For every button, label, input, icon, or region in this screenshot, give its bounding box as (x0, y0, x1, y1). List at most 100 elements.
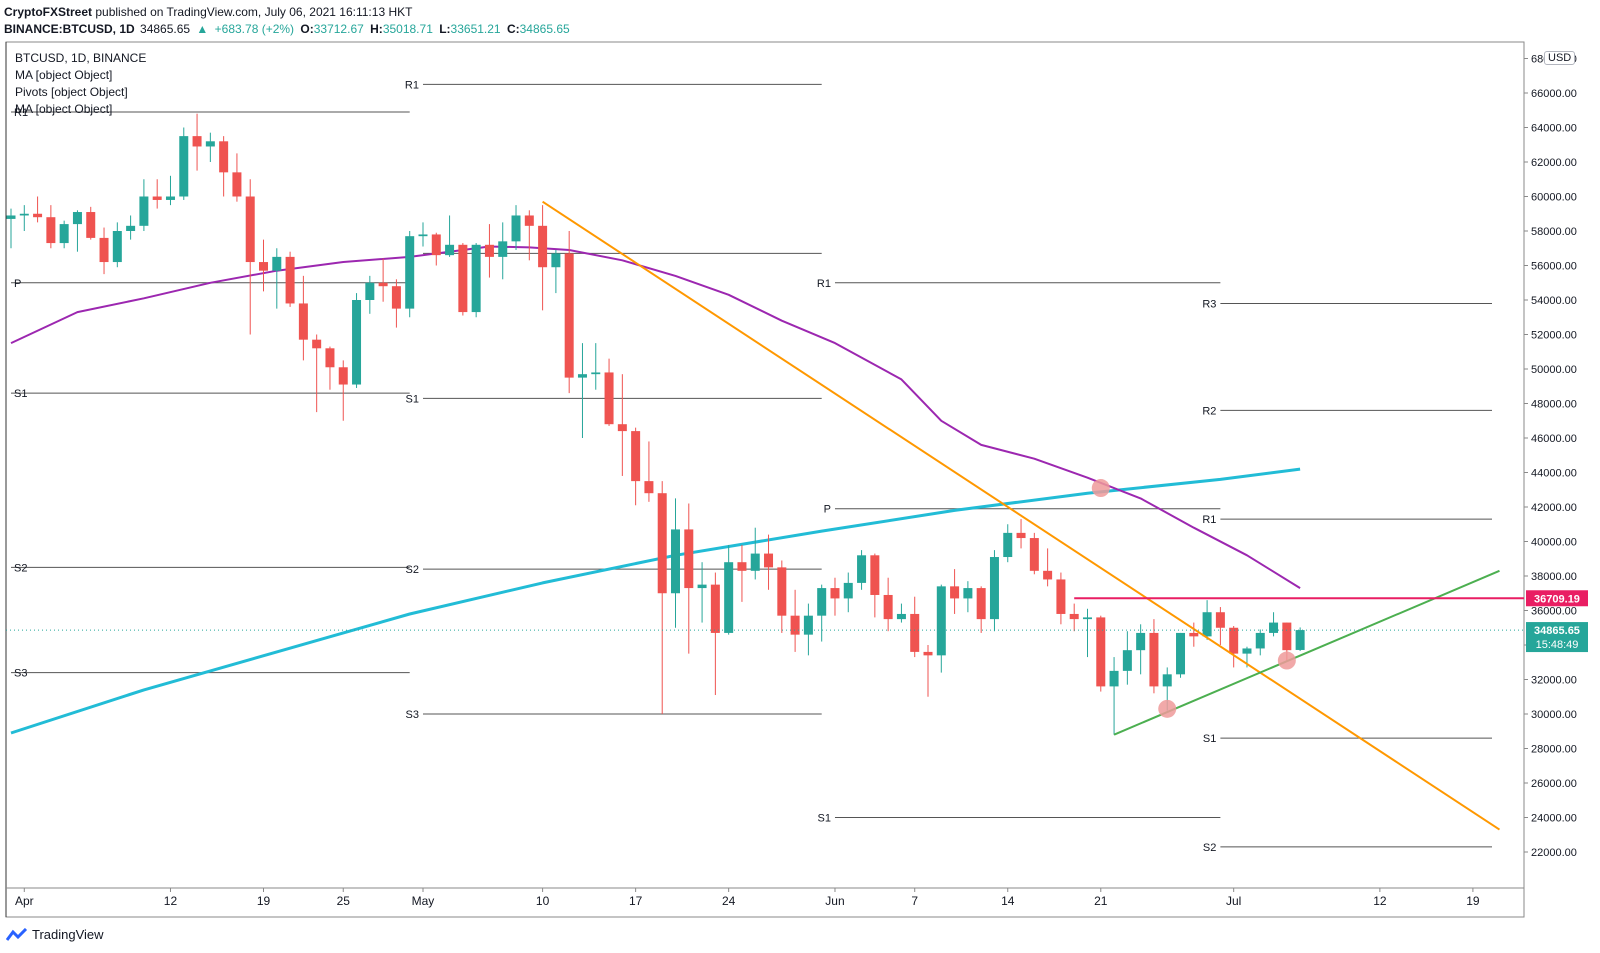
close-value: 34865.65 (519, 22, 570, 36)
candle-body (1096, 617, 1106, 687)
candle-body (458, 244, 468, 313)
y-tick-label: 46000.00 (1531, 433, 1577, 445)
candle-body (896, 613, 906, 620)
candle-body (112, 231, 122, 263)
candle-body (179, 136, 189, 197)
y-tick-label: 54000.00 (1531, 295, 1577, 307)
pivot-label: R1 (14, 107, 28, 119)
candle-body (1109, 670, 1119, 687)
candle-body (445, 244, 455, 256)
candle-body (418, 234, 428, 237)
x-tick-label: 10 (536, 894, 550, 908)
candle-body (6, 215, 16, 219)
candle-body (219, 141, 229, 173)
candle-body (205, 141, 215, 147)
y-tick-label: 60000.00 (1531, 192, 1577, 204)
y-tick-label: 26000.00 (1531, 778, 1577, 790)
y-tick-label: 66000.00 (1531, 88, 1577, 100)
pivot-label: P (824, 504, 831, 516)
footer-brand: TradingView (32, 927, 104, 942)
x-tick-label: Jul (1226, 894, 1241, 908)
candle-body (617, 424, 627, 432)
price-axis: 22000.00 24000.00 26000.00 28000.00 30000.00… (1524, 54, 1577, 859)
candle-body (1003, 532, 1013, 558)
legend-ma1: MA [object Object] (15, 68, 113, 82)
trendline-descending (542, 200, 1501, 831)
y-tick-label: 28000.00 (1531, 744, 1577, 756)
pivot-label: R3 (1202, 298, 1216, 310)
candle-body (1295, 630, 1305, 650)
highlight-marker (1091, 479, 1110, 498)
resistance-tag (1526, 590, 1588, 607)
candle-body (338, 367, 348, 385)
low-value: 33651.21 (450, 22, 501, 36)
legend-title: BTCUSD, 1D, BINANCE (15, 51, 147, 65)
markers (1091, 479, 1296, 718)
candle-body (46, 217, 56, 244)
candle-body (152, 196, 162, 200)
price-tags: 36709.19 34865.65 15:48:49 (1526, 590, 1588, 653)
candle-body (471, 244, 481, 313)
candle-body (604, 372, 614, 425)
currency-badge[interactable]: USD (1544, 51, 1576, 65)
candle-body (325, 348, 335, 368)
candle-body (1056, 579, 1066, 614)
y-tick-label: 36000.00 (1531, 606, 1577, 618)
candle-body (936, 586, 946, 656)
candle-body (803, 615, 813, 635)
pivot-label: S1 (406, 393, 419, 405)
candle-body (923, 651, 933, 656)
candle-body (657, 493, 667, 594)
y-tick-label: 38000.00 (1531, 571, 1577, 583)
x-tick-label: 12 (1373, 894, 1387, 908)
candle-body (405, 236, 415, 309)
y-tick-label: 62000.00 (1531, 157, 1577, 169)
tradingview-logo[interactable]: TradingView (6, 927, 104, 942)
candle-body (232, 172, 242, 197)
candle-body (33, 213, 43, 218)
candle-body (1269, 622, 1279, 633)
candle-body (524, 215, 534, 226)
x-tick-label: 19 (257, 894, 271, 908)
candle-body (591, 372, 601, 375)
candle-body (1122, 650, 1132, 671)
pivot-label: S3 (14, 668, 27, 680)
candle-body (1136, 632, 1146, 651)
candle-body (910, 613, 920, 652)
candle-body (883, 594, 893, 620)
highlight-marker (1277, 651, 1296, 670)
candle-body (1082, 617, 1092, 620)
y-tick-label: 50000.00 (1531, 364, 1577, 376)
candle-body (259, 262, 269, 271)
candle-body (857, 555, 867, 583)
candle-body (298, 303, 308, 340)
candle-body (1043, 570, 1053, 580)
y-tick-label: 52000.00 (1531, 330, 1577, 342)
candle-body (684, 529, 694, 589)
pivot-label: S1 (14, 388, 27, 400)
x-tick-label: 12 (164, 894, 178, 908)
candle-body (644, 481, 654, 494)
candle-body (72, 212, 82, 225)
candle-body (59, 224, 69, 244)
candle-body (830, 588, 840, 599)
time-axis: Apr 12 19 25 May 10 17 24 Jun 7 14 21 Jul 12 19 (15, 888, 1480, 908)
high-label: H: (370, 22, 383, 36)
candle-body (1215, 612, 1225, 628)
x-tick-label: Apr (15, 894, 34, 908)
x-tick-label: 14 (1001, 894, 1015, 908)
candle-body (245, 196, 255, 263)
pivot-label: S2 (406, 564, 419, 576)
candle-body (764, 553, 774, 568)
x-tick-label: May (412, 894, 435, 908)
candle-body (165, 196, 175, 200)
open-label: O: (300, 22, 314, 36)
candle-body (750, 553, 760, 571)
candle-body (1282, 622, 1292, 651)
last-price: 34865.65 (140, 22, 191, 36)
ma-purple-line (10, 245, 1301, 589)
candle-body (631, 431, 641, 482)
candle-body (724, 562, 734, 633)
candle-body (1229, 627, 1239, 654)
